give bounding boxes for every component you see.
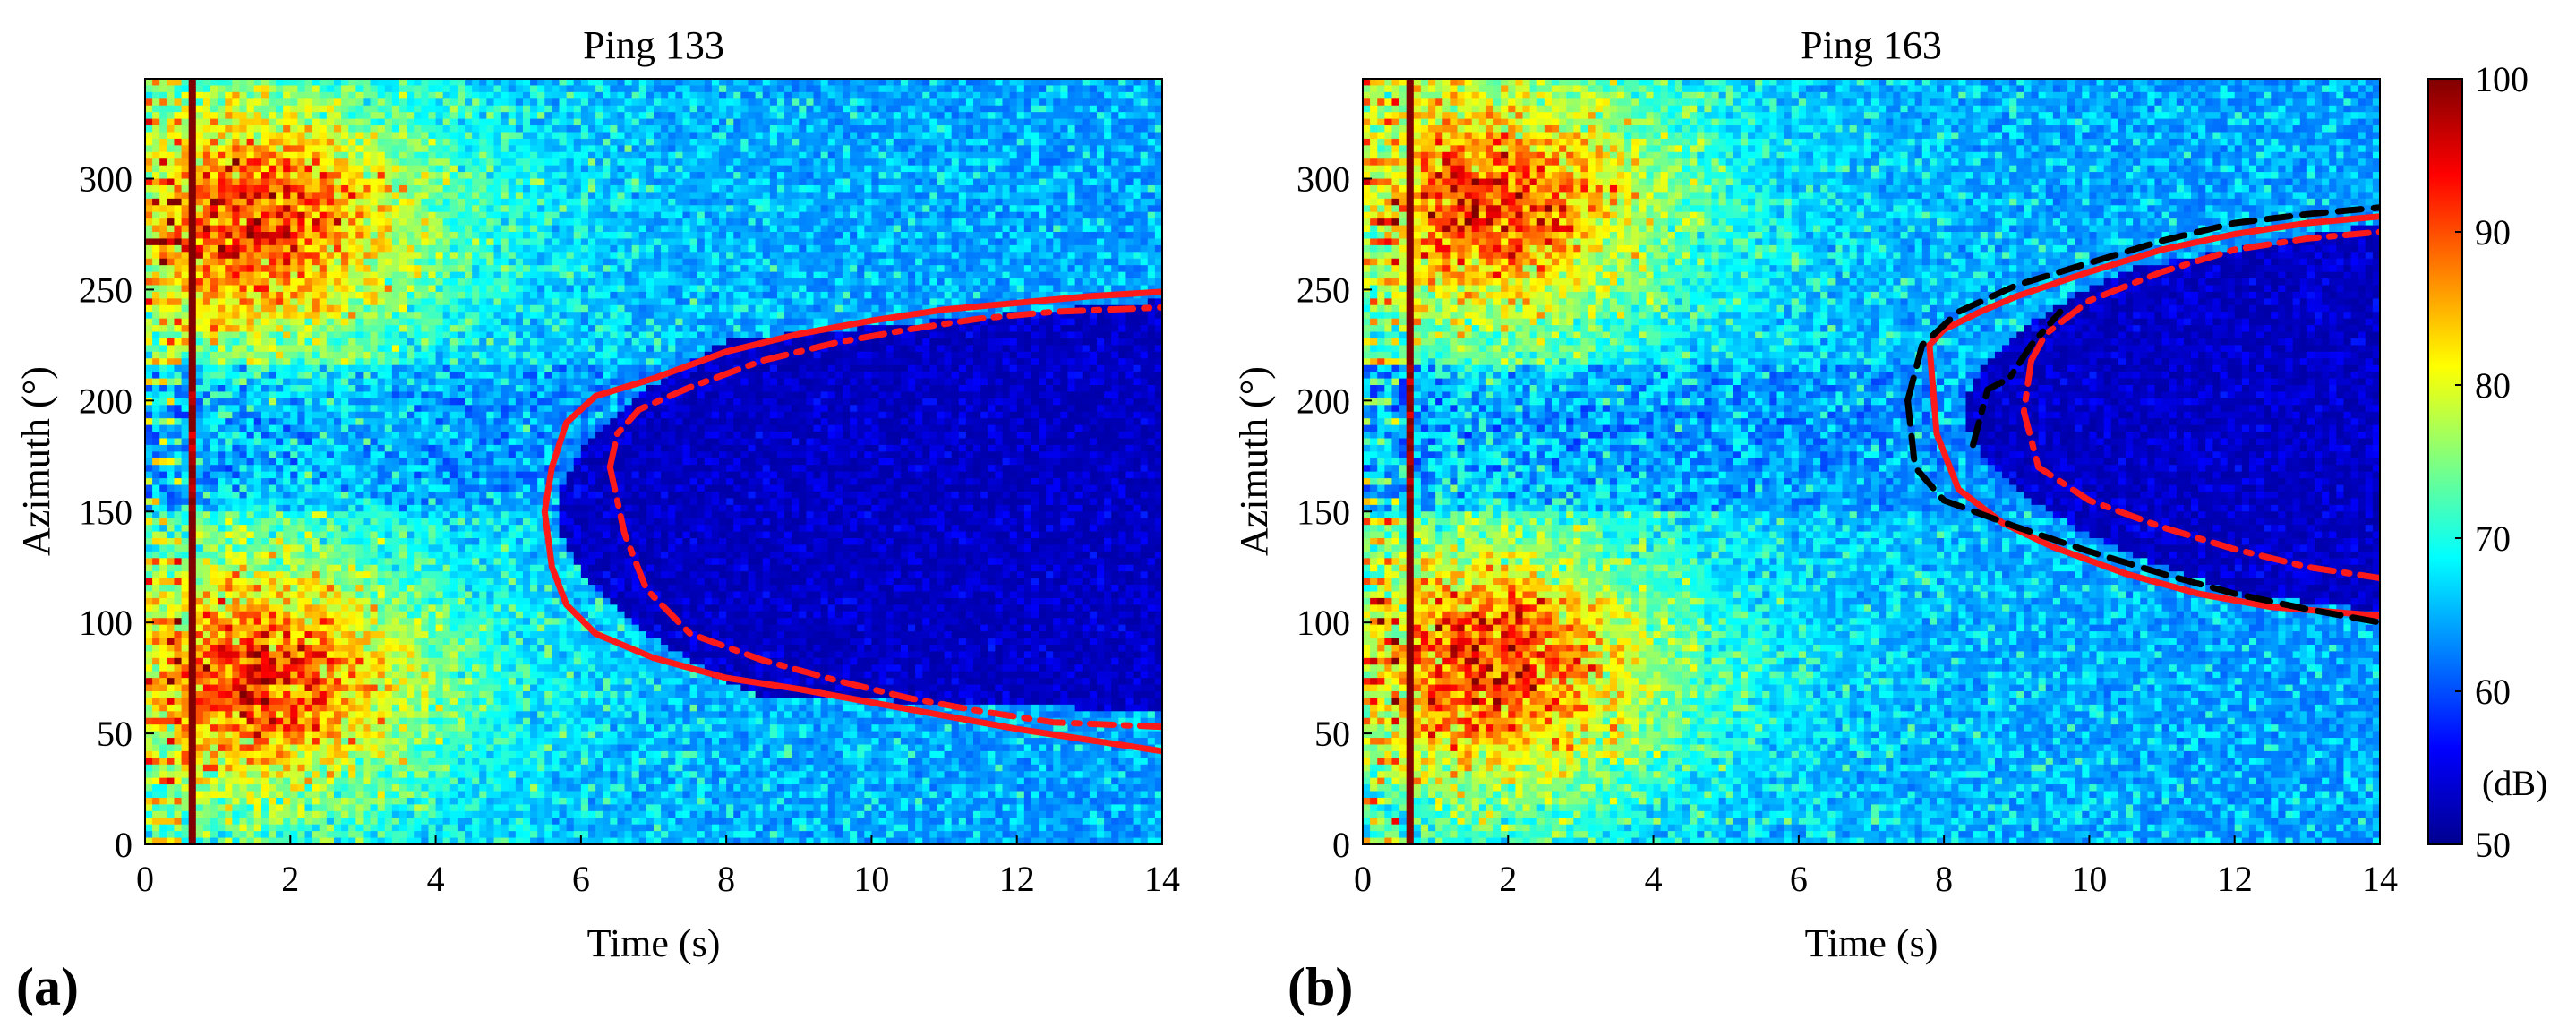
panel-a-y-tick-label: 100 (79, 603, 133, 643)
panel-b-x-tick-label: 6 (1790, 859, 1808, 899)
panel-a-x-axis-label: Time (s) (587, 921, 721, 965)
panel-a-x-tick-label: 10 (853, 859, 889, 899)
panel-a-x-tick-label: 6 (572, 859, 590, 899)
panel-b-x-tick-label: 10 (2071, 859, 2107, 899)
colorbar-tick-label: 80 (2475, 365, 2511, 406)
panel-a-x-tick-label: 2 (281, 859, 299, 899)
panel-b-y-axis-label: Azimuth (°) (1232, 366, 1276, 556)
colorbar-tick-label: 60 (2475, 672, 2511, 712)
panel-a-x-tick-label: 12 (999, 859, 1035, 899)
panel-a-y-tick-label: 200 (79, 381, 133, 421)
panel-b-x-tick-label: 12 (2217, 859, 2253, 899)
colorbar-ticks: 50 60 70 80 90 100 (2455, 59, 2529, 865)
colorbar-tick-label: 100 (2475, 59, 2529, 99)
colorbar-tick-label: 50 (2475, 825, 2511, 865)
panel-b-y-tick-label: 200 (1297, 381, 1350, 421)
colorbar-unit-label: (dB) (2482, 763, 2547, 803)
panel-b-y-ticks: 0 50 100 150 200 250 300 (1297, 159, 1372, 865)
panel-a-y-tick-label: 0 (115, 825, 133, 865)
panel-b-heatmap-field (1363, 79, 2381, 845)
panel-b-y-tick-label: 100 (1297, 603, 1350, 643)
colorbar-tick-label: 70 (2475, 518, 2511, 559)
panel-a-x-tick-label: 4 (427, 859, 445, 899)
colorbar-tick-label: 90 (2475, 212, 2511, 253)
panel-a-label: (a) (16, 957, 79, 1016)
panel-a: Ping 133 0 2 4 6 8 10 12 14 050100150200250300 … (14, 23, 1180, 1016)
panel-a-x-tick-label: 0 (136, 859, 154, 899)
panel-b-x-tick-label: 14 (2362, 859, 2398, 899)
panel-a-y-axis-label: Azimuth (°) (14, 366, 58, 556)
colorbar-gradient (2428, 79, 2462, 844)
panel-a-title: Ping 133 (583, 23, 724, 67)
panel-b-x-tick-label: 4 (1645, 859, 1663, 899)
panel-b-x-tick-label: 8 (1935, 859, 1953, 899)
panel-a-y-ticks: 0 50 100 150 200 250 300 (79, 159, 154, 865)
panel-a-x-tick-label: 8 (717, 859, 735, 899)
panel-a-y-tick-label: 150 (79, 492, 133, 532)
panel-b: Ping 163 0 2 4 6 8 10 12 14 050100150200250300 … (1232, 23, 2398, 1016)
panel-b-x-tick-label: 0 (1354, 859, 1372, 899)
panel-b-y-tick-label: 50 (1314, 714, 1350, 754)
figure: Ping 133 0 2 4 6 8 10 12 14 050100150200250300 … (0, 0, 2576, 1036)
panel-b-x-axis-label: Time (s) (1805, 921, 1938, 965)
panel-b-title: Ping 163 (1801, 23, 1942, 67)
panel-b-y-tick-label: 300 (1297, 159, 1350, 200)
panel-b-y-tick-label: 0 (1332, 825, 1350, 865)
panel-a-x-tick-label: 14 (1144, 859, 1180, 899)
panel-b-y-tick-label: 250 (1297, 270, 1350, 310)
panel-a-y-tick-label: 50 (97, 714, 133, 754)
panel-b-y-tick-label: 150 (1297, 492, 1350, 532)
panel-b-label: (b) (1288, 957, 1353, 1016)
panel-a-y-tick-label: 300 (79, 159, 133, 200)
panel-b-x-tick-label: 2 (1499, 859, 1517, 899)
panel-a-y-tick-label: 250 (79, 270, 133, 310)
colorbar: 50 60 70 80 90 100 (dB) (2428, 59, 2547, 865)
